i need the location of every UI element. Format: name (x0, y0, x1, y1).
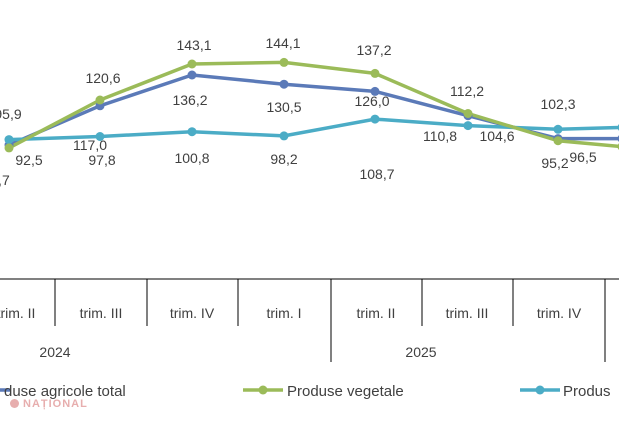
tick-label: trim. II (0, 305, 35, 321)
data-label-vegetale: 95,2 (541, 155, 568, 171)
data-point-vegetale (553, 136, 563, 146)
data-label-animale: 98,2 (270, 151, 297, 167)
series-points (4, 57, 619, 153)
data-label-animale: 108,7 (359, 166, 394, 182)
data-point-animale (187, 127, 197, 137)
data-point-vegetale (463, 109, 473, 118)
data-point-vegetale (279, 57, 289, 67)
legend-marker-vegetale (258, 385, 268, 395)
legend-marker-animale (535, 385, 545, 395)
tick-label: trim. III (446, 305, 489, 321)
legend: duse agricole total Produse vegetale Produ… (0, 383, 611, 400)
data-label-animale: 97,8 (88, 152, 115, 168)
legend-label-animale: Produs (563, 383, 611, 400)
watermark-dot-icon (10, 399, 19, 408)
year-label: 2024 (39, 344, 70, 360)
data-label-vegetale: 112,2 (450, 83, 484, 99)
series-line-animale (8, 117, 619, 142)
data-label-total: 136,2 (172, 92, 207, 108)
data-label-animale: 102,3 (540, 96, 575, 112)
series-lines (8, 60, 619, 150)
data-point-vegetale (187, 59, 197, 69)
data-label-vegetale: 144,1 (265, 35, 300, 51)
watermark-logo: NAȚIONAL (10, 398, 88, 410)
data-point-vegetale (370, 68, 380, 78)
data-point-animale (279, 131, 289, 141)
data-label-total: 117,0 (73, 137, 107, 153)
data-label-vegetale: 143,1 (176, 37, 211, 53)
data-label-vegetale: 120,6 (85, 70, 120, 86)
data-point-animale (370, 114, 380, 124)
data-label-total: 126,0 (354, 93, 389, 109)
data-label-vegetale: 0,7 (0, 172, 10, 188)
data-label-total: 110,8 (423, 128, 457, 144)
data-point-animale (4, 135, 14, 145)
data-label-animale: 104,6 (479, 128, 514, 144)
tick-label: trim. II (357, 305, 396, 321)
legend-label-vegetale: Produse vegetale (287, 383, 404, 400)
data-point-total (370, 86, 380, 96)
series-line-vegetale (8, 60, 619, 150)
data-label-animale: 100,8 (174, 150, 209, 166)
data-point-vegetale (4, 143, 14, 153)
tick-label: trim. I (267, 305, 302, 321)
data-point-animale (463, 121, 473, 131)
data-label-total: 92,5 (15, 152, 42, 168)
data-point-animale (95, 132, 105, 141)
category-axis: trim. II trim. III trim. IV trim. I trim. II… (0, 278, 619, 362)
data-label-total: 130,5 (266, 99, 301, 115)
year-label: 2025 (405, 344, 436, 360)
data-label-total: 96,5 (569, 149, 596, 165)
tick-label: trim. IV (537, 305, 582, 321)
data-point-total (187, 70, 197, 80)
watermark-text: NAȚIONAL (23, 398, 88, 410)
data-labels: 0,7 120,6 143,1 144,1 137,2 112,2 95,2 92,5 117,… (0, 35, 597, 188)
tick-label: trim. III (80, 305, 123, 321)
data-label-vegetale: 137,2 (356, 42, 391, 58)
data-point-total (279, 79, 289, 89)
tick-label: trim. IV (170, 305, 215, 321)
data-label-animale: 95,9 (0, 106, 22, 122)
legend-label-total: duse agricole total (4, 383, 126, 400)
data-point-vegetale (95, 95, 105, 105)
data-point-animale (553, 124, 563, 134)
